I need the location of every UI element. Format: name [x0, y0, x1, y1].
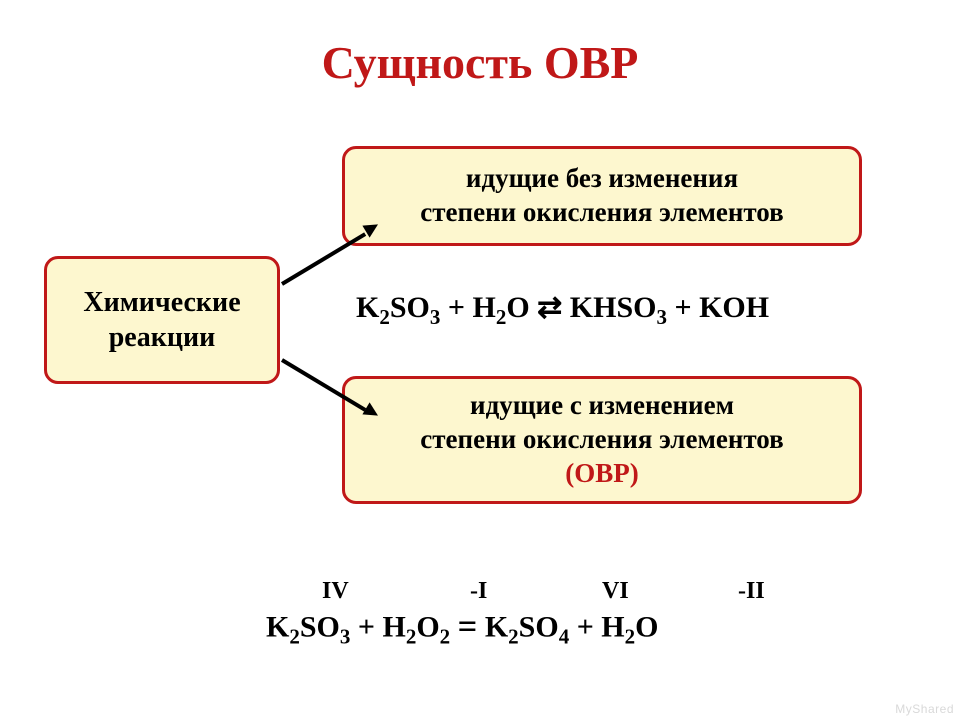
box-no-oxidation-change: идущие без изменения степени окисления э… — [342, 146, 862, 246]
box-left-line1: Химические — [83, 285, 240, 320]
box-left-line2: реакции — [109, 320, 216, 355]
box-br-line1: идущие с изменением — [470, 389, 734, 423]
page-title: Сущность ОВР — [0, 36, 960, 89]
formula-redox: K2SO3 + H2O2 = K2SO4 + H2O — [266, 608, 658, 647]
oxidation-label: IV — [322, 578, 349, 605]
oxidation-label: VI — [602, 578, 629, 605]
arrow-up — [281, 233, 366, 286]
box-with-oxidation-change: идущие с изменением степени окисления эл… — [342, 376, 862, 504]
box-tr-line1: идущие без изменения — [466, 162, 738, 196]
box-br-ovr: (ОВР) — [565, 457, 639, 491]
oxidation-label: -II — [738, 578, 765, 605]
box-br-line2: степени окисления элементов — [420, 423, 783, 457]
oxidation-label: -I — [470, 578, 487, 605]
formula-no-redox: K2SO3 + H2O ⇄ KHSO3 + KOH — [356, 290, 769, 325]
box-chemical-reactions: Химические реакции — [44, 256, 280, 384]
box-tr-line2: степени окисления элементов — [420, 196, 783, 230]
watermark: MyShared — [895, 702, 954, 716]
